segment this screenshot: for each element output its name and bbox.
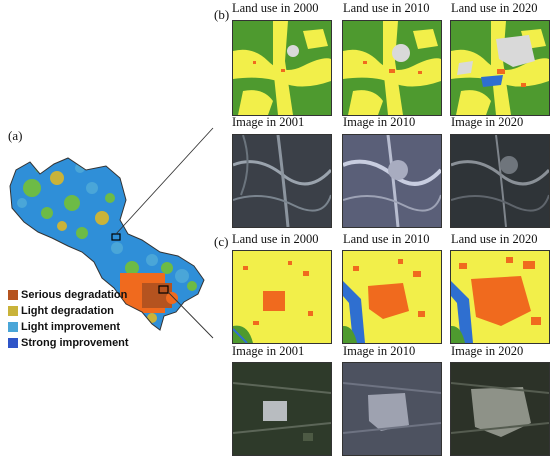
legend-item-serious: Serious degradation — [8, 288, 127, 302]
panel-b-label: (b) — [214, 7, 230, 22]
title-b-image-2001: Image in 2001 — [232, 115, 305, 129]
legend-swatch — [8, 290, 18, 300]
legend-label: Light improvement — [21, 321, 121, 333]
image-c-2001 — [232, 362, 332, 456]
map-c-landuse-2000 — [232, 250, 332, 344]
legend-swatch — [8, 306, 18, 316]
title-c-image-2010: Image in 2010 — [343, 344, 416, 358]
legend-item-light-improvement: Light improvement — [8, 320, 120, 334]
title-c-landuse-2010: Land use in 2010 — [343, 232, 430, 246]
legend-label: Strong improvement — [21, 337, 129, 349]
image-c-2010 — [342, 362, 442, 456]
title-b-landuse-2010: Land use in 2010 — [343, 1, 430, 15]
image-b-2020 — [450, 134, 550, 228]
image-b-2010 — [342, 134, 442, 228]
title-c-image-2020: Image in 2020 — [451, 344, 524, 358]
legend-item-strong-improvement: Strong improvement — [8, 336, 129, 350]
map-c-landuse-2010 — [342, 250, 442, 344]
title-c-landuse-2000: Land use in 2000 — [232, 232, 319, 246]
legend-swatch — [8, 338, 18, 348]
legend-label: Light degradation — [21, 305, 114, 317]
panel-a-label: (a) — [8, 128, 23, 143]
title-b-image-2020: Image in 2020 — [451, 115, 524, 129]
panel-c-label: (c) — [214, 234, 229, 249]
map-b-landuse-2010 — [342, 20, 442, 116]
title-b-landuse-2000: Land use in 2000 — [232, 1, 319, 15]
title-c-image-2001: Image in 2001 — [232, 344, 305, 358]
inset-box-c — [158, 285, 169, 294]
legend-label: Serious degradation — [21, 289, 128, 301]
legend-item-light-degradation: Light degradation — [8, 304, 114, 318]
legend-swatch — [8, 322, 18, 332]
map-c-landuse-2020 — [450, 250, 550, 344]
image-b-2001 — [232, 134, 332, 228]
map-b-landuse-2000 — [232, 20, 332, 116]
title-c-landuse-2020: Land use in 2020 — [451, 232, 538, 246]
map-texture — [17, 163, 197, 323]
title-b-image-2010: Image in 2010 — [343, 115, 416, 129]
image-c-2020 — [450, 362, 550, 456]
title-b-landuse-2020: Land use in 2020 — [451, 1, 538, 15]
map-b-landuse-2020 — [450, 20, 550, 116]
